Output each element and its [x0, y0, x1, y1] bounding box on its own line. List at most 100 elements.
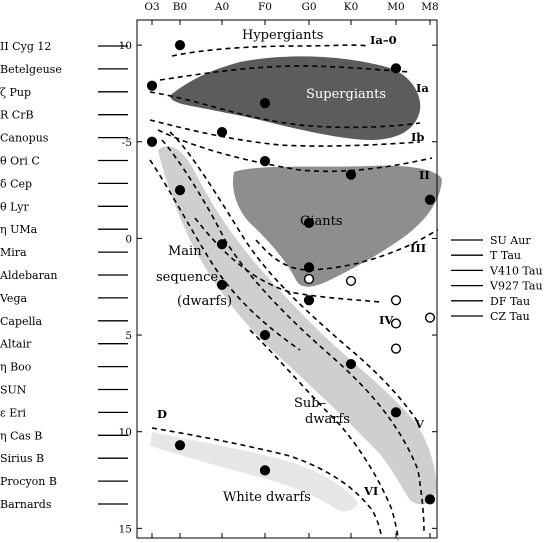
line-ms-upper	[169, 131, 421, 426]
left-star-label: ζ Pup	[0, 86, 31, 99]
class-ib: Ib	[411, 130, 424, 144]
left-star-labels: II Cyg 12 Betelgeuse ζ Pup R CrB Canopus θ Or…	[0, 40, 128, 511]
star-point-open	[345, 275, 357, 287]
left-star-label: Mira	[0, 246, 27, 259]
line-ms-lower	[149, 159, 301, 351]
star-point	[390, 63, 402, 74]
left-star-label: Betelgeuse	[0, 63, 62, 76]
left-star-label: II Cyg 12	[0, 40, 51, 53]
label-giants: Giants	[300, 214, 343, 229]
label-main-sequence-line3: (dwarfs)	[177, 294, 232, 309]
label-hypergiants: Hypergiants	[242, 28, 323, 43]
y-tick-label: 0	[125, 233, 132, 245]
left-star-label: Capella	[0, 315, 43, 328]
class-iii: III	[410, 241, 426, 255]
star-point-open	[390, 343, 402, 354]
class-d: D	[157, 407, 167, 421]
label-subdwarfs-line1: Sub–	[294, 396, 326, 411]
y-tick-label: 15	[119, 523, 132, 535]
line-ii	[157, 129, 433, 173]
region-shapes	[150, 56, 442, 512]
left-star-label: η Boo	[0, 361, 32, 374]
star-point	[259, 465, 271, 476]
right-star-label: T Tau	[490, 249, 521, 262]
x-tick-label: F0	[258, 1, 272, 13]
star-point	[345, 358, 357, 370]
class-vi: VI	[363, 484, 378, 498]
label-white-dwarfs: White dwarfs	[223, 490, 311, 505]
left-star-label: R CrB	[0, 109, 34, 122]
star-point	[216, 127, 228, 138]
star-point	[216, 279, 228, 290]
x-tick-label: M8	[421, 1, 438, 13]
class-v: V	[414, 417, 425, 431]
star-point	[424, 494, 436, 505]
star-point	[303, 262, 315, 273]
x-tick-label: B0	[173, 1, 187, 13]
y-tick-label: -5	[122, 137, 132, 149]
line-ib	[149, 119, 421, 147]
star-point-open	[424, 312, 436, 323]
left-star-label: Sirius B	[0, 452, 44, 465]
right-star-label: V927 Tau	[489, 280, 543, 293]
line-ia	[159, 65, 411, 81]
left-star-label: η UMa	[0, 223, 38, 236]
star-point	[146, 136, 158, 147]
y-tick-label: 5	[125, 330, 132, 342]
class-ia: Ia	[416, 81, 429, 95]
star-point	[259, 98, 271, 109]
class-ia0: Ia–0	[370, 33, 397, 47]
star-point-open	[390, 318, 402, 329]
star-point-open	[303, 273, 315, 285]
line-d	[151, 427, 383, 539]
star-point-open	[390, 295, 402, 306]
label-subdwarfs-line2: dwarfs	[305, 412, 350, 427]
right-star-label: CZ Tau	[490, 310, 530, 323]
left-star-label: SUN	[0, 384, 27, 397]
label-main-sequence-line2: sequence	[156, 270, 218, 285]
data-points	[146, 40, 436, 505]
luminosity-lines	[149, 44, 439, 541]
line-iab	[149, 91, 421, 129]
white-dwarfs-region	[150, 432, 358, 512]
left-star-label: θ Ori C	[0, 155, 40, 168]
right-star-label: DF Tau	[490, 295, 530, 308]
right-star-label: SU Aur	[490, 234, 531, 247]
label-main-sequence-line1: Main	[168, 244, 202, 259]
line-iii	[255, 229, 439, 271]
left-star-label: Canopus	[0, 132, 49, 145]
plot-frame	[136, 19, 438, 539]
x-tick-label: K0	[344, 1, 359, 13]
star-point	[146, 80, 158, 91]
left-star-label: η Cas B	[0, 429, 42, 442]
line-vi	[249, 329, 399, 541]
star-point	[174, 184, 186, 196]
x-axis-ticks: O3 B0 A0 F0 G0 K0 M0 M8	[144, 1, 439, 538]
line-ia0	[171, 44, 369, 57]
right-star-label: V410 Tau	[489, 264, 543, 277]
class-iv: IV	[379, 313, 394, 327]
y-tick-label: 10	[119, 427, 132, 439]
star-point	[216, 239, 228, 250]
left-star-label: Altair	[0, 338, 32, 351]
x-tick-label: G0	[301, 1, 316, 13]
left-star-label: θ Lyr	[0, 200, 29, 213]
left-star-label: Aldebaran	[0, 269, 58, 282]
star-point	[259, 329, 271, 341]
star-point	[390, 407, 402, 418]
x-tick-label: M0	[387, 1, 404, 13]
left-star-label: Procyon B	[0, 475, 57, 488]
star-point	[345, 169, 357, 180]
x-tick-label: A0	[214, 1, 229, 13]
star-point	[424, 194, 436, 205]
supergiants-region	[170, 56, 421, 140]
main-sequence-band	[158, 146, 437, 505]
left-star-label: δ Cep	[0, 177, 32, 190]
star-point	[174, 40, 186, 51]
right-star-labels: SU Aur T Tau V410 Tau V927 Tau DF Tau CZ Tau	[451, 234, 543, 323]
class-ii: II	[419, 168, 430, 182]
star-point	[303, 217, 315, 229]
star-point	[174, 440, 186, 451]
